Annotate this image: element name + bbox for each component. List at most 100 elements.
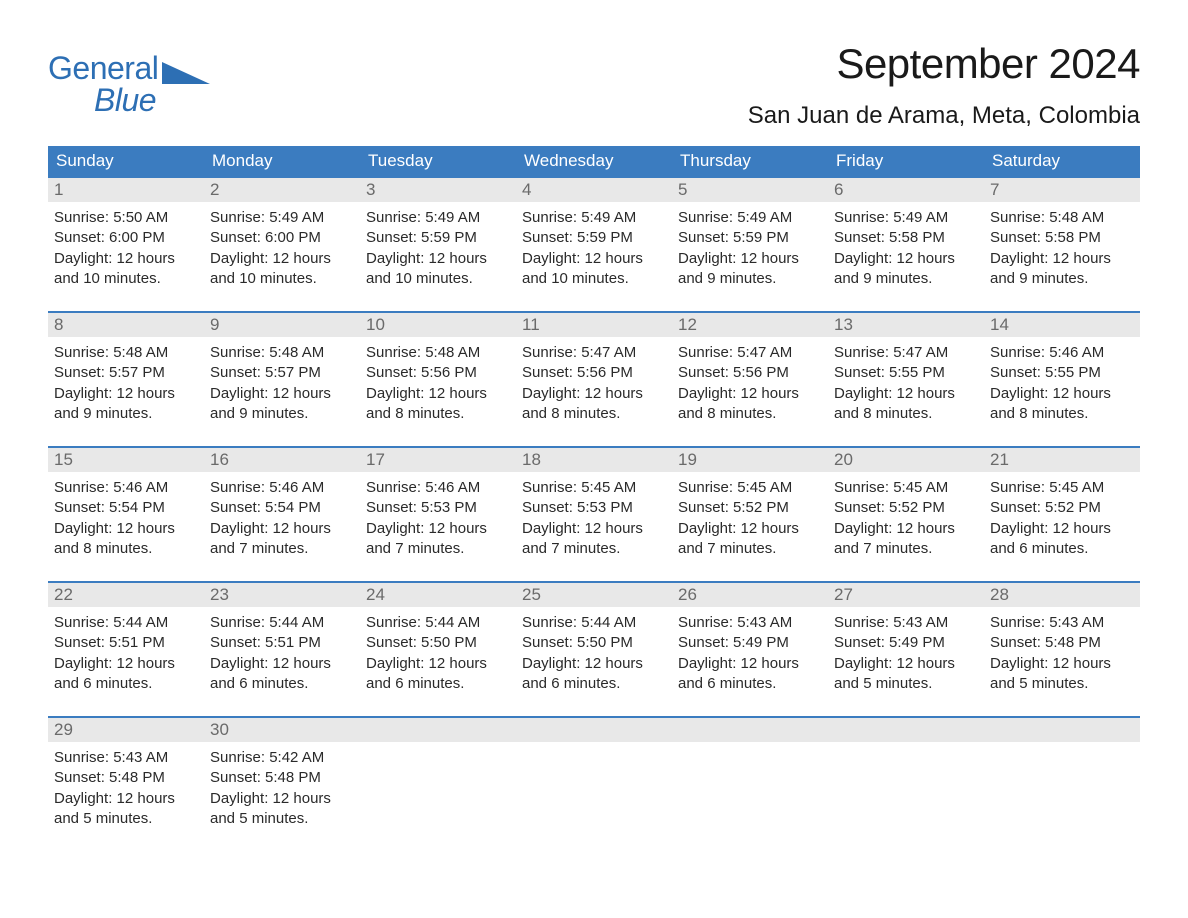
day-number: 14 <box>984 313 1140 337</box>
sail-icon <box>162 62 210 84</box>
day-number: 5 <box>672 178 828 202</box>
day-number: 16 <box>204 448 360 472</box>
day-number: 2 <box>204 178 360 202</box>
daylight-text: and 10 minutes. <box>366 269 510 289</box>
sunrise-text: Sunrise: 5:48 AM <box>990 208 1134 228</box>
daylight-text: Daylight: 12 hours <box>990 654 1134 674</box>
calendar-week: 15161718192021Sunrise: 5:46 AMSunset: 5:… <box>48 446 1140 563</box>
sunrise-text: Sunrise: 5:47 AM <box>522 343 666 363</box>
day-cell: Sunrise: 5:47 AMSunset: 5:56 PMDaylight:… <box>516 337 672 428</box>
daylight-text: Daylight: 12 hours <box>678 519 822 539</box>
calendar-week: 22232425262728Sunrise: 5:44 AMSunset: 5:… <box>48 581 1140 698</box>
day-cell: Sunrise: 5:48 AMSunset: 5:57 PMDaylight:… <box>204 337 360 428</box>
sunrise-text: Sunrise: 5:46 AM <box>990 343 1134 363</box>
day-cell: Sunrise: 5:44 AMSunset: 5:51 PMDaylight:… <box>48 607 204 698</box>
daylight-text: and 10 minutes. <box>210 269 354 289</box>
weekday-label: Thursday <box>672 146 828 176</box>
day-cell: Sunrise: 5:49 AMSunset: 5:59 PMDaylight:… <box>672 202 828 293</box>
sunset-text: Sunset: 5:57 PM <box>54 363 198 383</box>
calendar-week: 2930Sunrise: 5:43 AMSunset: 5:48 PMDayli… <box>48 716 1140 833</box>
sunset-text: Sunset: 5:59 PM <box>678 228 822 248</box>
sunset-text: Sunset: 5:52 PM <box>834 498 978 518</box>
day-cell: Sunrise: 5:47 AMSunset: 5:55 PMDaylight:… <box>828 337 984 428</box>
daylight-text: and 8 minutes. <box>678 404 822 424</box>
day-cell: Sunrise: 5:46 AMSunset: 5:53 PMDaylight:… <box>360 472 516 563</box>
day-cell: Sunrise: 5:49 AMSunset: 5:59 PMDaylight:… <box>360 202 516 293</box>
daylight-text: and 9 minutes. <box>834 269 978 289</box>
sunset-text: Sunset: 5:49 PM <box>834 633 978 653</box>
day-cell <box>984 742 1140 833</box>
day-cell: Sunrise: 5:44 AMSunset: 5:51 PMDaylight:… <box>204 607 360 698</box>
day-number: 12 <box>672 313 828 337</box>
day-number: 15 <box>48 448 204 472</box>
day-cell <box>360 742 516 833</box>
daylight-text: and 6 minutes. <box>366 674 510 694</box>
title-block: September 2024 San Juan de Arama, Meta, … <box>748 40 1140 130</box>
day-cell: Sunrise: 5:42 AMSunset: 5:48 PMDaylight:… <box>204 742 360 833</box>
sunset-text: Sunset: 5:58 PM <box>834 228 978 248</box>
day-number-row: 22232425262728 <box>48 583 1140 607</box>
sunrise-text: Sunrise: 5:43 AM <box>678 613 822 633</box>
sunset-text: Sunset: 5:51 PM <box>54 633 198 653</box>
daylight-text: Daylight: 12 hours <box>678 654 822 674</box>
sunrise-text: Sunrise: 5:49 AM <box>210 208 354 228</box>
weekday-label: Monday <box>204 146 360 176</box>
daylight-text: and 6 minutes. <box>678 674 822 694</box>
day-number: 20 <box>828 448 984 472</box>
daylight-text: Daylight: 12 hours <box>834 519 978 539</box>
sunset-text: Sunset: 5:55 PM <box>990 363 1134 383</box>
daylight-text: Daylight: 12 hours <box>522 249 666 269</box>
day-number: 25 <box>516 583 672 607</box>
sunrise-text: Sunrise: 5:44 AM <box>366 613 510 633</box>
daylight-text: Daylight: 12 hours <box>678 384 822 404</box>
sunrise-text: Sunrise: 5:42 AM <box>210 748 354 768</box>
sunset-text: Sunset: 5:57 PM <box>210 363 354 383</box>
daylight-text: Daylight: 12 hours <box>366 249 510 269</box>
day-number: 29 <box>48 718 204 742</box>
sunrise-text: Sunrise: 5:46 AM <box>54 478 198 498</box>
day-cell: Sunrise: 5:49 AMSunset: 5:59 PMDaylight:… <box>516 202 672 293</box>
day-cell: Sunrise: 5:46 AMSunset: 5:54 PMDaylight:… <box>204 472 360 563</box>
daylight-text: and 8 minutes. <box>522 404 666 424</box>
day-number: 10 <box>360 313 516 337</box>
daylight-text: Daylight: 12 hours <box>210 654 354 674</box>
day-cell: Sunrise: 5:46 AMSunset: 5:55 PMDaylight:… <box>984 337 1140 428</box>
month-title: September 2024 <box>748 40 1140 88</box>
sunset-text: Sunset: 5:59 PM <box>522 228 666 248</box>
sunrise-text: Sunrise: 5:48 AM <box>210 343 354 363</box>
day-number: 28 <box>984 583 1140 607</box>
sunset-text: Sunset: 5:51 PM <box>210 633 354 653</box>
daylight-text: and 5 minutes. <box>210 809 354 829</box>
day-number: 30 <box>204 718 360 742</box>
day-number: 9 <box>204 313 360 337</box>
sunrise-text: Sunrise: 5:49 AM <box>366 208 510 228</box>
sunset-text: Sunset: 5:50 PM <box>366 633 510 653</box>
day-number <box>516 718 672 742</box>
day-number: 21 <box>984 448 1140 472</box>
sunset-text: Sunset: 5:48 PM <box>54 768 198 788</box>
sunset-text: Sunset: 5:50 PM <box>522 633 666 653</box>
calendar-week: 1234567Sunrise: 5:50 AMSunset: 6:00 PMDa… <box>48 176 1140 293</box>
daylight-text: and 8 minutes. <box>834 404 978 424</box>
sunrise-text: Sunrise: 5:44 AM <box>210 613 354 633</box>
daylight-text: and 8 minutes. <box>54 539 198 559</box>
header: General Blue September 2024 San Juan de … <box>48 40 1140 130</box>
day-cell: Sunrise: 5:48 AMSunset: 5:56 PMDaylight:… <box>360 337 516 428</box>
daylight-text: and 9 minutes. <box>678 269 822 289</box>
daylight-text: Daylight: 12 hours <box>990 249 1134 269</box>
weekday-label: Sunday <box>48 146 204 176</box>
day-number: 17 <box>360 448 516 472</box>
daylight-text: and 10 minutes. <box>54 269 198 289</box>
sunset-text: Sunset: 6:00 PM <box>54 228 198 248</box>
brand-word2: Blue <box>94 84 210 116</box>
daylight-text: and 6 minutes. <box>990 539 1134 559</box>
day-number: 11 <box>516 313 672 337</box>
day-cell: Sunrise: 5:48 AMSunset: 5:57 PMDaylight:… <box>48 337 204 428</box>
day-number-row: 15161718192021 <box>48 448 1140 472</box>
sunrise-text: Sunrise: 5:49 AM <box>678 208 822 228</box>
weekday-label: Saturday <box>984 146 1140 176</box>
sunset-text: Sunset: 5:56 PM <box>678 363 822 383</box>
weekday-label: Tuesday <box>360 146 516 176</box>
sunrise-text: Sunrise: 5:47 AM <box>678 343 822 363</box>
day-cell: Sunrise: 5:44 AMSunset: 5:50 PMDaylight:… <box>360 607 516 698</box>
